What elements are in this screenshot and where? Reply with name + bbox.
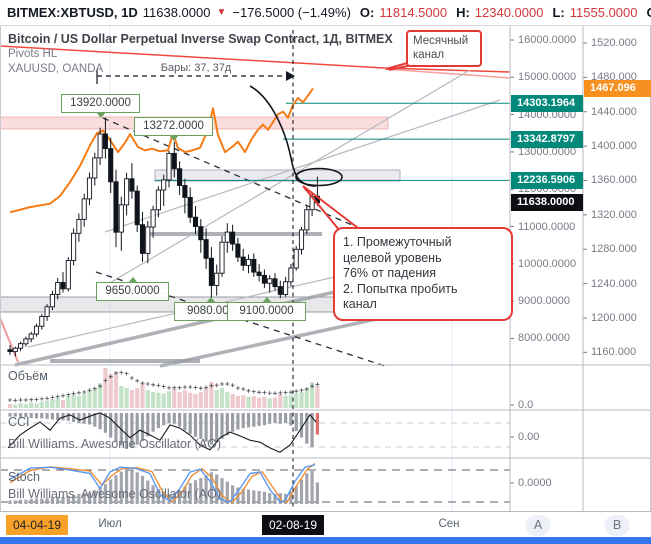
- down-arrow-icon: ▼: [216, 7, 227, 18]
- price-axis-tick: 8000.0000: [518, 332, 570, 345]
- gold-axis-tick: 1240.000: [591, 277, 637, 290]
- low-value: 11555.0000: [569, 5, 638, 20]
- date-badge-current[interactable]: 02-08-19: [261, 515, 325, 535]
- indicator-pivots-hl[interactable]: Pivots HL: [8, 48, 58, 60]
- ao2-panel-label[interactable]: Bill Williams. Awesome Oscillator (AO): [8, 487, 222, 501]
- price-axis-tick: 16000.0000: [518, 34, 577, 46]
- chart-legend: Bitcoin / US Dollar Perpetual Inverse Sw…: [8, 31, 393, 77]
- price-change: −176.5000 (−1.49%): [232, 5, 351, 20]
- month-label-jul: Июл: [98, 518, 122, 530]
- time-axis[interactable]: 04-04-19 Июл 02-08-19 Сен A B: [0, 511, 651, 538]
- cci-panel-label[interactable]: CCI: [8, 415, 30, 429]
- gold-axis-tick: 1520.000: [591, 37, 637, 49]
- note-line: канал: [343, 297, 377, 311]
- axis-a-button[interactable]: A: [525, 515, 551, 536]
- series-title[interactable]: Bitcoin / US Dollar Perpetual Inverse Sw…: [8, 32, 393, 46]
- stoch-panel-label[interactable]: Stoch: [8, 470, 40, 484]
- quote-bar: BITMEX:XBTUSD, 1D 11638.0000 ▼ −176.5000…: [0, 0, 651, 26]
- axis-b-button[interactable]: B: [604, 515, 630, 536]
- open-label: O:: [359, 5, 375, 20]
- trend-lines[interactable]: [14, 69, 511, 368]
- price-axis-tick: 11000.0000: [518, 220, 576, 233]
- gold-overlay-line[interactable]: [9, 87, 314, 214]
- gold-price-badge: 1467.096: [584, 79, 651, 97]
- date-badge-start[interactable]: 04-04-19: [5, 515, 69, 535]
- bars-measure-arrow[interactable]: [96, 69, 295, 84]
- parabolic-curve[interactable]: [249, 85, 343, 187]
- stoch-axis-value: 0.0000: [518, 477, 552, 489]
- bottom-accent-bar: [0, 537, 651, 544]
- open-value: 11814.5000: [379, 5, 448, 20]
- channel-annotation[interactable]: Месячный канал: [406, 30, 482, 67]
- volume-panel-label[interactable]: Объём: [8, 369, 48, 383]
- stoch-k-line: [9, 464, 316, 503]
- gold-axis-tick: 1400.000: [591, 140, 637, 153]
- volume-bars: [7, 368, 320, 408]
- symbol-name[interactable]: BITMEX:XBTUSD, 1D: [7, 5, 138, 20]
- close-label: C:: [646, 5, 651, 20]
- price-axis-tick: 10000.0000: [518, 257, 577, 270]
- high-value: 12340.0000: [474, 5, 544, 20]
- last-price: 11638.0000: [142, 5, 211, 20]
- pivot-label-9650[interactable]: 9650.0000: [96, 277, 169, 301]
- ao-panel-label[interactable]: Bill Williams. Awesome Oscillator (AO): [8, 437, 222, 451]
- pivot-label-13272[interactable]: 13272.0000: [134, 117, 213, 141]
- gold-axis-tick: 1320.000: [591, 208, 637, 221]
- gold-axis-tick: 1440.000: [591, 105, 637, 118]
- pivot-label-9100[interactable]: 9100.0000: [227, 297, 306, 321]
- price-axis-tick: 9000.0000: [518, 295, 570, 308]
- price-axis-tick: 13000.0000: [518, 145, 577, 158]
- note-callout-tail: [302, 185, 359, 232]
- analysis-note[interactable]: 1. Промежуточный целевой уровень 76% от …: [333, 227, 513, 321]
- high-label: H:: [456, 5, 470, 20]
- gold-axis-tick: 1200.000: [591, 311, 637, 324]
- cci-axis-value: 0.00: [518, 431, 540, 443]
- price-level-badge: 13342.8797: [511, 130, 583, 148]
- note-line: 76% от падения: [343, 266, 436, 280]
- pivot-label-13920[interactable]: 13920.0000: [61, 94, 140, 118]
- bars-measure-label: Бары: 37, 37д: [160, 62, 232, 74]
- gold-axis-tick: 1360.000: [591, 174, 637, 187]
- low-label: L:: [552, 5, 565, 20]
- price-level-badge: 12236.5906: [511, 171, 583, 189]
- cci-line: [7, 412, 317, 453]
- price-level-badge: 11638.0000: [511, 194, 583, 212]
- candles[interactable]: [7, 117, 320, 357]
- gold-axis-tick: 1280.000: [591, 243, 637, 256]
- price-level-badge: 14303.1964: [511, 94, 583, 112]
- stoch-ao-pane: [0, 462, 510, 504]
- overlay-symbol-xauusd[interactable]: XAUUSD, OANDA: [8, 63, 104, 75]
- level-lines[interactable]: [155, 102, 510, 181]
- cci-ao-pane: [0, 412, 510, 453]
- month-label-sep: Сен: [438, 518, 460, 530]
- stoch-d-line: [9, 462, 316, 504]
- gold-axis-tick: 1160.000: [591, 346, 637, 359]
- price-axis-tick: 15000.0000: [518, 71, 577, 84]
- note-line: 1. Промежуточный: [343, 235, 452, 249]
- volume-axis-value: 0.0: [518, 399, 534, 411]
- note-line: целевой уровень: [343, 250, 442, 265]
- note-line: 2. Попытка пробить: [343, 281, 458, 296]
